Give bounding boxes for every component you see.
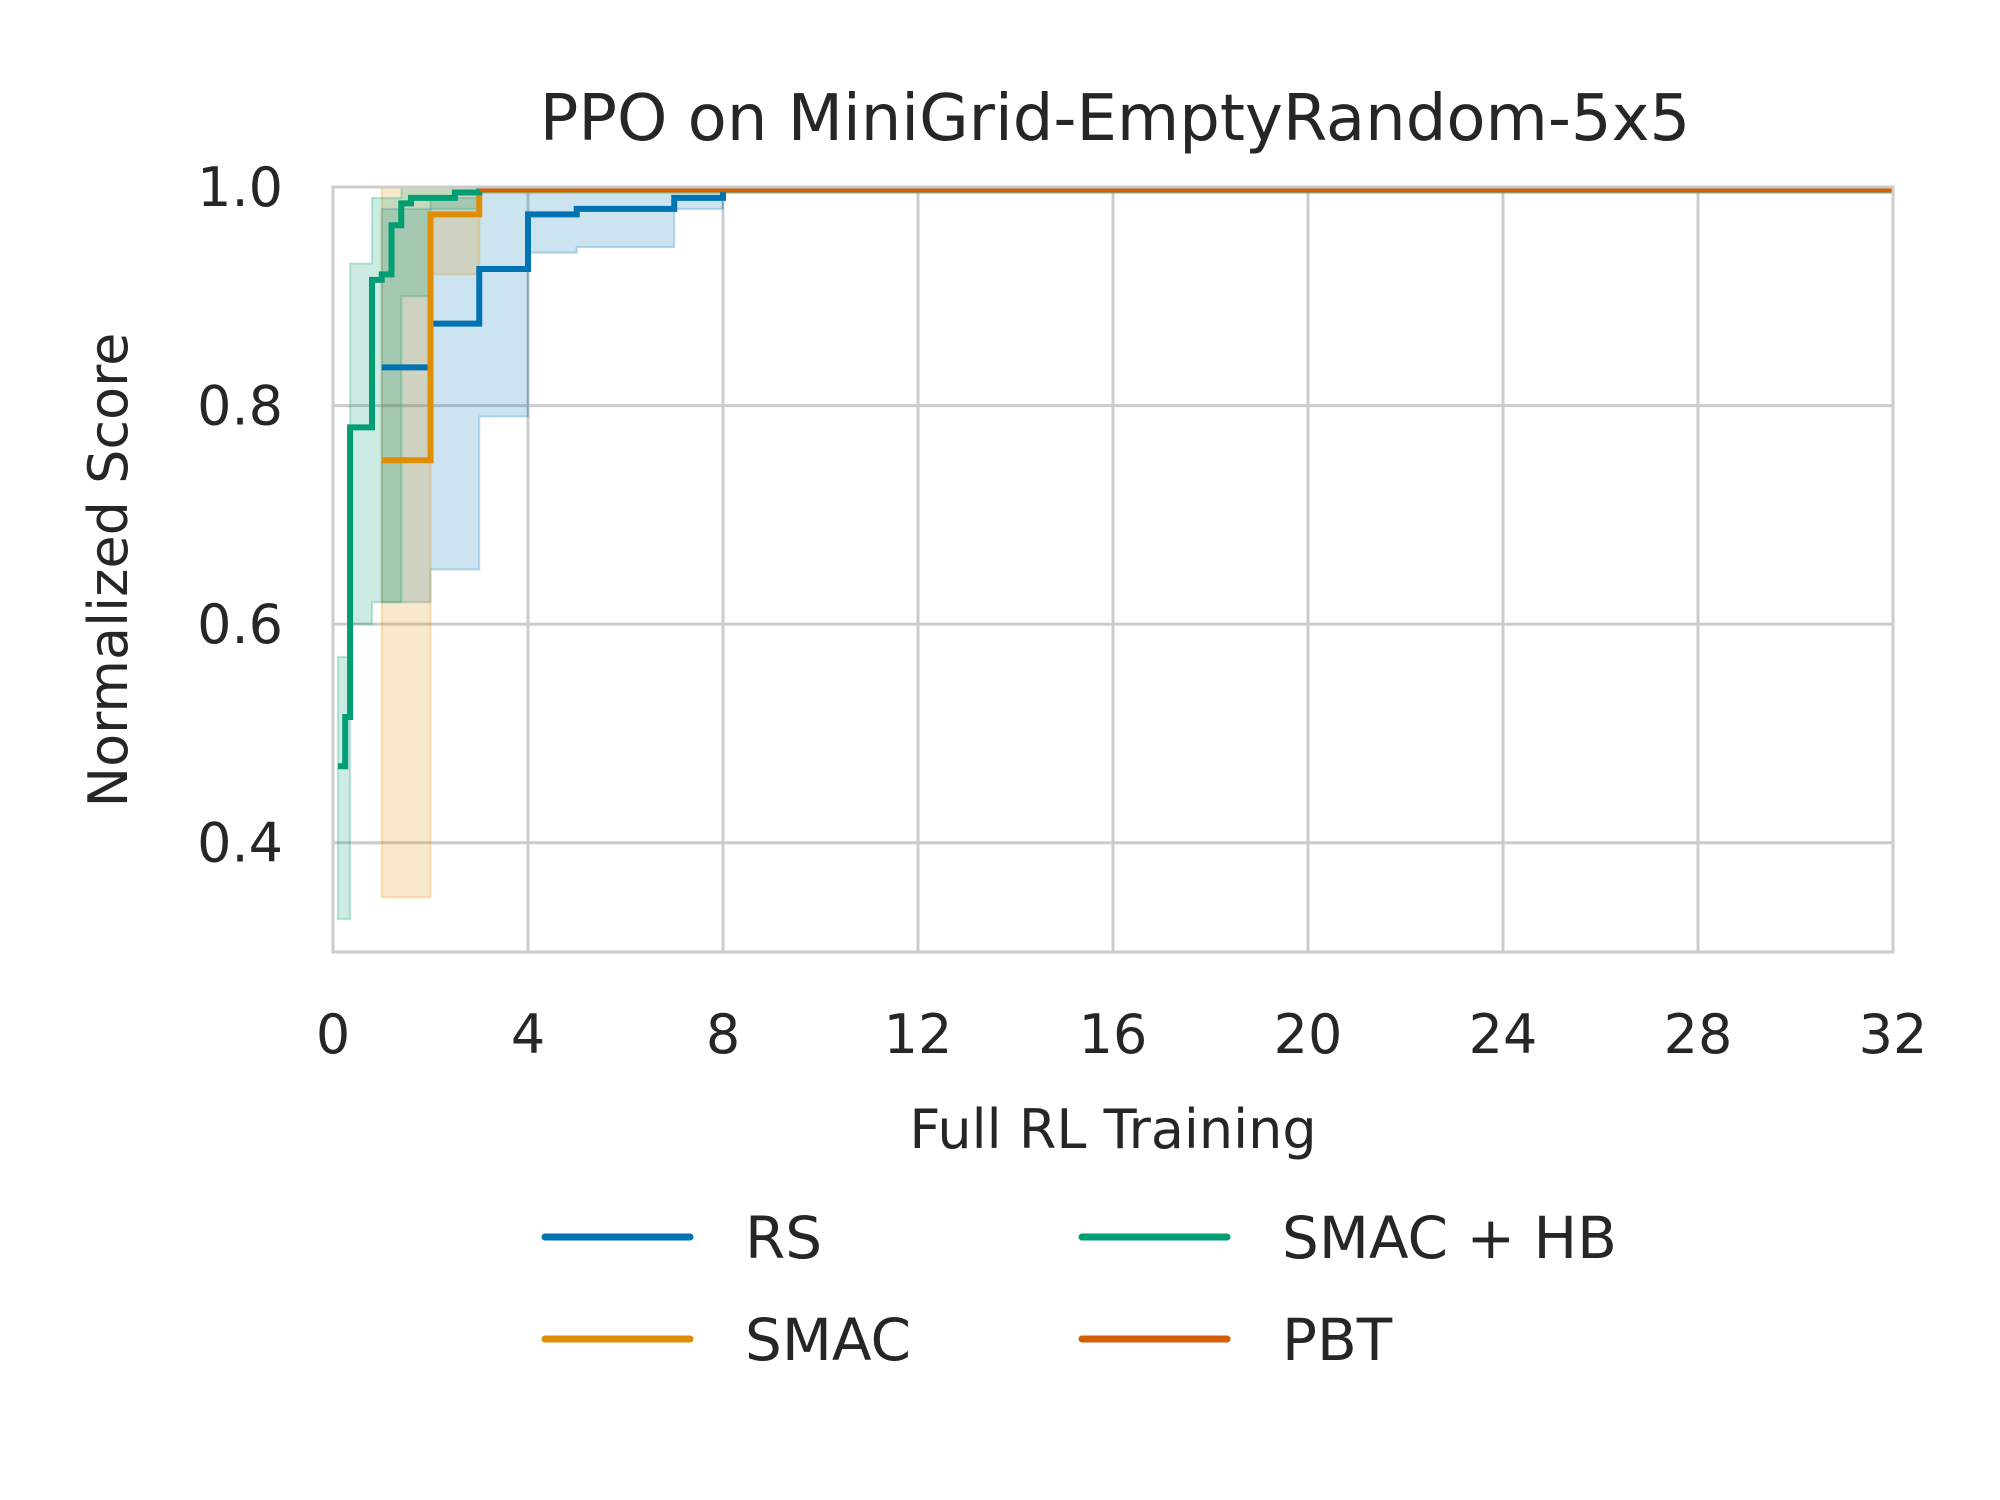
x-tick-label: 16 (1079, 1003, 1148, 1066)
chart-title: PPO on MiniGrid-EmptyRandom-5x5 (540, 82, 1690, 156)
y-tick-labels: 0.4 0.6 0.8 1.0 (197, 156, 283, 875)
legend-label-smac-hb: SMAC + HB (1282, 1204, 1617, 1272)
rs-line (381, 186, 1893, 371)
x-tick-label: 24 (1469, 1003, 1538, 1066)
x-tick-label: 8 (706, 1003, 740, 1066)
legend: RS SMAC SMAC + HB PBT (541, 1204, 1617, 1374)
x-tick-label: 32 (1859, 1003, 1928, 1066)
x-tick-label: 4 (511, 1003, 545, 1066)
plot-frame (331, 185, 1895, 954)
legend-label-smac: SMAC (745, 1306, 911, 1374)
series-lines (337, 186, 1893, 770)
y-axis-label: Normalized Score (77, 333, 140, 808)
x-tick-label: 28 (1664, 1003, 1733, 1066)
legend-label-pbt: PBT (1282, 1306, 1393, 1374)
x-tick-label: 0 (316, 1003, 350, 1066)
smac-hb-line (337, 186, 1893, 770)
smac-hb-band (336, 186, 1894, 921)
x-tick-label: 20 (1274, 1003, 1343, 1066)
y-tick-label: 0.4 (197, 812, 283, 875)
y-tick-label: 1.0 (197, 156, 283, 219)
legend-label-rs: RS (745, 1204, 822, 1272)
x-tick-labels: 0 4 8 12 16 20 24 28 32 (316, 1003, 1928, 1066)
smac-band (380, 186, 1894, 899)
rs-band (380, 186, 1894, 604)
y-tick-label: 0.8 (197, 375, 283, 438)
confidence-bands (336, 186, 1894, 921)
x-tick-label: 12 (884, 1003, 953, 1066)
x-axis-label: Full RL Training (909, 1098, 1316, 1161)
grid (331, 185, 1895, 952)
y-tick-label: 0.6 (197, 593, 283, 656)
